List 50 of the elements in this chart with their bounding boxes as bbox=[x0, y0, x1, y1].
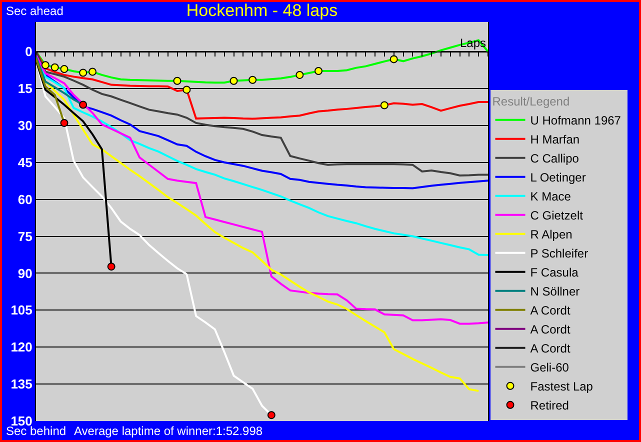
legend-label: Retired bbox=[530, 398, 569, 413]
y-tick-label: 0 bbox=[25, 44, 32, 60]
y-tick-label: 15 bbox=[18, 81, 32, 96]
legend-label: K Mace bbox=[530, 190, 572, 204]
legend-label: A Cordt bbox=[530, 342, 571, 356]
legend-label: A Cordt bbox=[530, 322, 571, 337]
point bbox=[79, 68, 88, 77]
point bbox=[230, 76, 238, 85]
point bbox=[50, 63, 59, 72]
point bbox=[60, 65, 68, 74]
legend-label: L Oetinger bbox=[530, 170, 586, 185]
y-tick-label: 90 bbox=[18, 266, 32, 281]
legend-label: P Schleifer bbox=[530, 246, 588, 261]
y-tick-label: 30 bbox=[18, 118, 32, 133]
legend-title: Result/Legend bbox=[492, 94, 570, 108]
text: Sec ahead bbox=[6, 4, 64, 18]
point bbox=[380, 101, 388, 110]
legend-label: C Callipo bbox=[530, 152, 580, 166]
text: Average laptime of winner:1:52.998 bbox=[74, 424, 263, 438]
legend-label: Fastest Lap bbox=[530, 380, 594, 394]
line-series bbox=[36, 39, 488, 84]
legend-label: Geli-60 bbox=[530, 360, 570, 375]
point bbox=[390, 55, 398, 64]
legend-label: F Casula bbox=[530, 266, 579, 280]
y-tick-label: 135 bbox=[10, 376, 32, 392]
point bbox=[296, 70, 304, 79]
line-series bbox=[36, 50, 488, 120]
point bbox=[79, 100, 88, 109]
y-tick-label: 105 bbox=[10, 302, 32, 318]
y-tick-label: 60 bbox=[18, 192, 32, 207]
y-tick-label: 120 bbox=[10, 340, 32, 355]
legend-label: R Alpen bbox=[530, 228, 572, 242]
y-tick-label: 75 bbox=[18, 228, 32, 244]
y-tick-label: 45 bbox=[18, 154, 32, 170]
point bbox=[107, 262, 116, 271]
legend-label: A Cordt bbox=[530, 304, 571, 318]
point bbox=[88, 68, 96, 76]
legend-label: C Gietzelt bbox=[530, 208, 584, 223]
chart-title: Hockenhm - 48 laps bbox=[186, 1, 338, 20]
line-series bbox=[36, 54, 488, 325]
point bbox=[41, 61, 50, 70]
point bbox=[60, 118, 68, 127]
point bbox=[314, 67, 322, 76]
legend-label: N Söllner bbox=[530, 284, 580, 299]
point bbox=[182, 86, 191, 94]
point bbox=[173, 76, 182, 85]
point bbox=[267, 411, 276, 420]
legend-label: U Hofmann 1967 bbox=[530, 114, 622, 128]
point bbox=[248, 76, 257, 84]
legend-label: H Marfan bbox=[530, 132, 580, 147]
